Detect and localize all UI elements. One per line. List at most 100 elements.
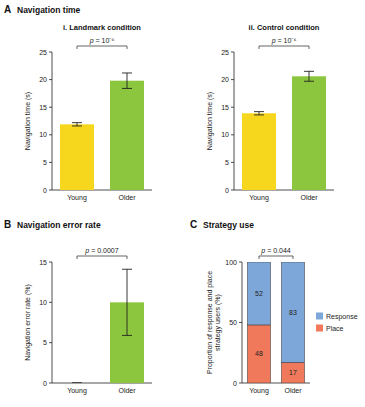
y-tick bbox=[49, 107, 52, 108]
legend-label: Response bbox=[326, 313, 358, 321]
y-axis-label: Proportion of response and placestrategy… bbox=[206, 271, 222, 374]
y-axis bbox=[234, 52, 235, 190]
error-bar bbox=[304, 71, 314, 81]
x-tick-label: Young bbox=[67, 387, 87, 395]
y-tick-label: 0 bbox=[43, 187, 47, 194]
y-tick-label: 5 bbox=[225, 159, 229, 166]
y-tick bbox=[239, 322, 242, 323]
bar bbox=[242, 113, 276, 190]
y-tick bbox=[231, 134, 234, 135]
chart: 0 50 100Proportion of response and placest… bbox=[206, 247, 358, 395]
bar bbox=[60, 383, 94, 384]
y-tick bbox=[239, 383, 242, 384]
bar-segment bbox=[247, 325, 270, 383]
x-tick-label: Older bbox=[300, 194, 318, 201]
y-tick bbox=[231, 190, 234, 191]
y-tick bbox=[231, 107, 234, 108]
significance-bracket bbox=[259, 46, 309, 49]
x-tick-label: Older bbox=[118, 194, 136, 201]
panel-title: Navigation time bbox=[17, 5, 81, 15]
y-tick-label: 10 bbox=[39, 131, 47, 138]
marks bbox=[247, 262, 304, 383]
error-bar bbox=[254, 112, 264, 115]
y-axis-label: Navigation time (s) bbox=[206, 92, 214, 150]
marks bbox=[72, 269, 144, 383]
panel-label: B bbox=[4, 219, 11, 230]
y-tick bbox=[49, 134, 52, 135]
marks bbox=[242, 71, 326, 190]
y-tick bbox=[49, 52, 52, 53]
significance-bracket bbox=[259, 256, 293, 259]
data-label: 48 bbox=[255, 350, 263, 357]
chart: ii. Control condition 0 5 10 15 20 25 Navigatio… bbox=[206, 23, 334, 202]
y-tick bbox=[49, 79, 52, 80]
legend-label: Place bbox=[326, 325, 344, 332]
data-labels: 48 17 52 83 bbox=[255, 290, 297, 376]
y-tick-label: 25 bbox=[39, 49, 47, 56]
panel-label: C bbox=[190, 219, 197, 230]
y-axis bbox=[52, 262, 53, 383]
error-bar bbox=[122, 73, 132, 88]
y-tick-label: 20 bbox=[221, 76, 229, 83]
panel-title: Strategy use bbox=[203, 220, 254, 230]
y-tick-label: 15 bbox=[39, 104, 47, 111]
y-tick bbox=[49, 162, 52, 163]
y-tick-label: 100 bbox=[225, 259, 237, 266]
annotation: p = 10⁻⁶ bbox=[271, 37, 297, 45]
bar-segment bbox=[281, 362, 304, 383]
y-tick bbox=[49, 190, 52, 191]
y-tick-label: 5 bbox=[43, 159, 47, 166]
y-tick bbox=[231, 162, 234, 163]
error-bar bbox=[72, 123, 82, 126]
y-tick bbox=[49, 342, 52, 343]
panel-title: Navigation error rate bbox=[17, 220, 101, 230]
y-axis-label: Navigation error rate (%) bbox=[24, 284, 32, 361]
chart: i. Landmark condition 0 5 10 15 20 25 Navigatio… bbox=[24, 23, 152, 202]
error-bar bbox=[72, 383, 82, 384]
y-tick-label: 0 bbox=[233, 380, 237, 387]
y-tick bbox=[231, 52, 234, 53]
y-tick bbox=[231, 79, 234, 80]
chart-title: ii. Control condition bbox=[249, 23, 320, 32]
chart-title: i. Landmark condition bbox=[63, 23, 141, 32]
y-tick-label: 10 bbox=[39, 299, 47, 306]
x-tick-label: Older bbox=[284, 387, 302, 394]
y-tick-label: 15 bbox=[39, 259, 47, 266]
x-tick-label: Young bbox=[67, 194, 87, 202]
y-tick-label: 5 bbox=[43, 339, 47, 346]
y-tick-label: 10 bbox=[221, 131, 229, 138]
y-tick-label: 20 bbox=[39, 76, 47, 83]
y-tick bbox=[239, 262, 242, 263]
significance-bracket bbox=[77, 46, 127, 49]
error-bar bbox=[122, 269, 132, 335]
y-tick-label: 25 bbox=[221, 49, 229, 56]
bar-segment bbox=[281, 262, 304, 362]
legend-swatch bbox=[316, 313, 323, 320]
data-label: 52 bbox=[255, 290, 263, 297]
bar bbox=[60, 124, 94, 190]
y-tick-label: 0 bbox=[225, 187, 229, 194]
x-tick-label: Older bbox=[118, 387, 136, 394]
y-tick-label: 0 bbox=[43, 380, 47, 387]
x-tick-label: Young bbox=[249, 194, 269, 202]
y-tick bbox=[49, 302, 52, 303]
panel-label: A bbox=[4, 4, 11, 15]
y-axis bbox=[52, 52, 53, 190]
marks bbox=[60, 73, 144, 190]
y-axis-label: Navigation time (s) bbox=[24, 92, 32, 150]
y-tick bbox=[49, 383, 52, 384]
chart: 0 5 10 15 Navigation error rate (%) Young Olde… bbox=[24, 247, 152, 395]
y-tick-label: 15 bbox=[221, 104, 229, 111]
bar-segment bbox=[247, 262, 270, 325]
bar bbox=[110, 81, 144, 190]
y-tick bbox=[49, 262, 52, 263]
annotation: p = 0.0007 bbox=[84, 247, 118, 255]
bar bbox=[292, 76, 326, 190]
figure: A Navigation time B Navigation error rate CS… bbox=[0, 0, 365, 407]
data-label: 17 bbox=[289, 369, 297, 376]
annotation: p = 10⁻⁶ bbox=[89, 37, 115, 45]
x-tick-label: Young bbox=[249, 387, 269, 395]
data-label: 83 bbox=[289, 309, 297, 316]
y-tick-label: 50 bbox=[229, 319, 237, 326]
annotation: p = 0.044 bbox=[260, 247, 291, 255]
